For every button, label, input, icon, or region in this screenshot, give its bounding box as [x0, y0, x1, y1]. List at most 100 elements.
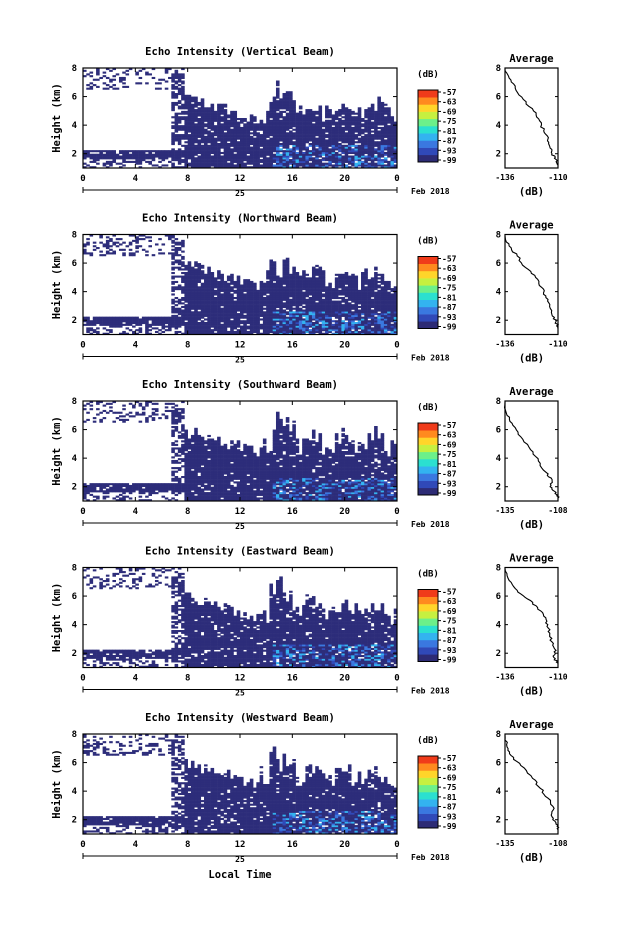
heatmap-cell	[328, 282, 332, 285]
heatmap-cell	[377, 112, 381, 115]
heatmap-cell	[168, 325, 172, 328]
heatmap-cell	[190, 139, 195, 142]
heatmap-cell	[236, 153, 241, 156]
heatmap-cell	[390, 316, 395, 319]
heatmap-cell	[253, 116, 257, 119]
heatmap-cell	[315, 322, 319, 325]
heatmap-cell	[194, 116, 198, 119]
heatmap-cell	[344, 277, 349, 280]
heatmap-cell	[285, 144, 290, 147]
heatmap-cell	[181, 160, 185, 163]
heatmap-cell	[328, 151, 332, 155]
heatmap-cell	[194, 159, 198, 162]
heatmap-cell	[204, 151, 208, 155]
heatmap-cell	[177, 309, 182, 312]
heatmap-cell	[243, 282, 247, 285]
heatmap-cell	[298, 132, 303, 135]
heatmap-cell	[197, 263, 202, 266]
heatmap-cell	[272, 268, 277, 271]
heatmap-cell	[132, 150, 136, 153]
heatmap-cell	[380, 282, 385, 285]
heatmap-cell	[347, 325, 352, 328]
heatmap-cell	[197, 270, 202, 273]
heatmap-cell	[367, 298, 372, 301]
heatmap-cell	[109, 252, 113, 255]
heatmap-cell	[390, 300, 395, 303]
heatmap-cell	[262, 332, 267, 335]
heatmap-cell	[141, 238, 146, 241]
heatmap-cell	[347, 311, 352, 314]
heatmap-cell	[89, 155, 94, 158]
heatmap-cell	[305, 309, 309, 312]
heatmap-cell	[256, 139, 260, 142]
heatmap-cell	[132, 325, 136, 328]
heatmap-cell	[298, 128, 303, 131]
heatmap-cell	[197, 151, 202, 155]
heatmap-cell	[383, 295, 388, 298]
heatmap-cell	[367, 135, 372, 138]
heatmap-cell	[311, 318, 316, 321]
heatmap-cell	[259, 139, 264, 142]
heatmap-cell	[253, 307, 257, 310]
colorbar-swatch	[418, 104, 438, 112]
heatmap-cell	[302, 279, 306, 282]
heatmap-cell	[341, 126, 345, 130]
heatmap-cell	[240, 332, 244, 335]
heatmap-cell	[302, 291, 306, 294]
heatmap-cell	[334, 164, 339, 167]
heatmap-cell	[390, 130, 395, 133]
heatmap-cell	[246, 288, 251, 291]
heatmap-cell	[282, 329, 287, 332]
heatmap-cell	[217, 153, 221, 156]
heatmap-cell	[207, 118, 211, 121]
heatmap-cell	[177, 316, 182, 319]
heatmap-cell	[347, 329, 352, 332]
heatmap-cell	[377, 126, 381, 130]
heatmap-cell	[285, 259, 290, 262]
heatmap-cell	[275, 277, 280, 280]
heatmap-cell	[282, 123, 287, 126]
heatmap-cell	[354, 307, 359, 310]
heatmap-cell	[393, 148, 397, 151]
heatmap-cell	[380, 126, 385, 130]
heatmap-cell	[220, 105, 224, 108]
heatmap-cell	[315, 119, 319, 122]
heatmap-cell	[328, 121, 332, 124]
heatmap-cell	[197, 311, 202, 314]
heatmap-cell	[321, 144, 326, 147]
heatmap-cell	[295, 151, 300, 155]
heatmap-cell	[311, 126, 316, 130]
heatmap-cell	[338, 135, 342, 138]
heatmap-cell	[282, 139, 287, 142]
heatmap-cell	[390, 153, 395, 156]
heatmap-cell	[181, 286, 185, 289]
heatmap-cell	[249, 298, 254, 301]
heatmap-cell	[200, 121, 205, 124]
heatmap-cell	[308, 109, 313, 112]
heatmap-cell	[253, 330, 257, 334]
heatmap-cell	[210, 302, 215, 305]
heatmap-cell	[269, 153, 274, 156]
heatmap-cell	[135, 247, 139, 250]
heatmap-cell	[105, 247, 110, 250]
heatmap-cell	[344, 330, 349, 334]
heatmap-cell	[184, 264, 188, 267]
heatmap-cell	[217, 275, 221, 278]
heatmap-cell	[292, 119, 296, 122]
heatmap-cell	[83, 75, 87, 78]
heatmap-cell	[269, 279, 274, 282]
heatmap-cell	[279, 284, 283, 287]
heatmap-cell	[92, 166, 97, 168]
heatmap-cell	[194, 128, 198, 131]
heatmap-cell	[190, 275, 195, 278]
heatmap-cell	[135, 82, 139, 85]
heatmap-cell	[226, 311, 231, 314]
heatmap-cell	[325, 166, 329, 168]
heatmap-cell	[374, 323, 378, 326]
heatmap-cell	[181, 277, 185, 280]
heatmap-cell	[354, 311, 359, 314]
heatmap-cell	[380, 329, 385, 332]
heatmap-cell	[338, 143, 342, 146]
heatmap-cell	[325, 304, 329, 307]
heatmap-cell	[187, 107, 192, 110]
